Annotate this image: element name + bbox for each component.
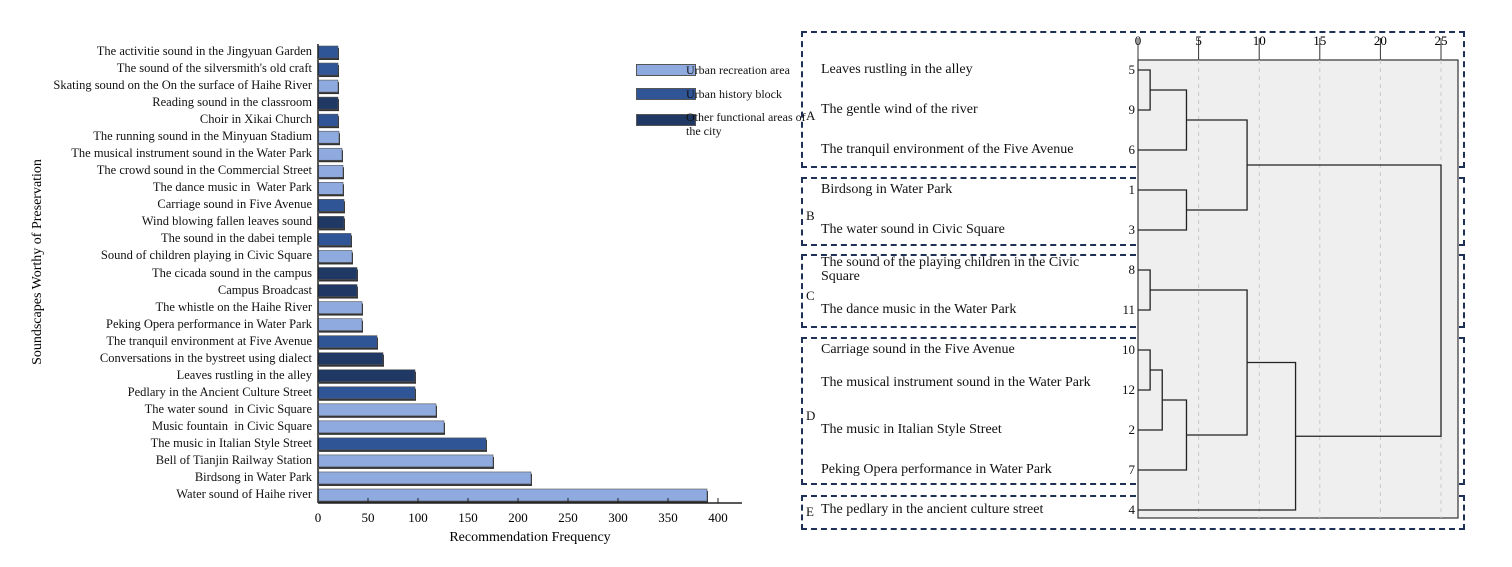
- cluster-box: [801, 31, 1465, 168]
- bar-category-label: The water sound in Civic Square: [144, 401, 312, 416]
- legend-label: Other functional areas of the city: [686, 110, 806, 138]
- leaf-id: 5: [1128, 62, 1136, 77]
- leaf-label: The water sound in Civic Square: [821, 222, 1005, 237]
- x-tick-label: 200: [508, 510, 528, 525]
- leaf-label: The sound of the playing children in the…: [821, 255, 1080, 284]
- x-tick-label: 15: [1313, 33, 1326, 48]
- leaf-label: The musical instrument sound in the Wate…: [821, 375, 1091, 390]
- leaf-id: 8: [1128, 262, 1136, 277]
- leaf-label: The gentle wind of the river: [821, 102, 978, 117]
- plot-area: [1137, 59, 1459, 519]
- bar-category-label: The sound in the dabei temple: [160, 231, 312, 246]
- x-tick-label: 400: [708, 510, 728, 525]
- x-tick-label: 10: [1253, 33, 1266, 48]
- x-axis-title: Recommendation Frequency: [449, 530, 610, 545]
- bar-category-label: The musical instrument sound in the Wate…: [71, 146, 312, 161]
- x-tick-label: 20: [1374, 33, 1387, 48]
- bar-category-label: Birdsong in Water Park: [194, 469, 312, 484]
- leaf-label: The pedlary in the ancient culture stree…: [821, 502, 1044, 517]
- leaf-label: Leaves rustling in the alley: [821, 62, 973, 77]
- bar-category-label: The sound of the silversmith's old craft: [116, 61, 312, 76]
- cluster-box: [801, 177, 1465, 246]
- bar-category-label: The running sound in the Minyuan Stadium: [93, 129, 312, 144]
- cluster-letter: B: [806, 208, 815, 223]
- leaf-id: 9: [1128, 102, 1136, 117]
- x-tick-label: 5: [1195, 33, 1202, 48]
- bar-category-label: Choir in Xikai Church: [199, 112, 312, 127]
- leaf-id: 7: [1128, 462, 1136, 477]
- x-tick-label: 150: [458, 510, 478, 525]
- leaf-id: 12: [1122, 382, 1135, 397]
- cluster-box: [801, 495, 1465, 530]
- bar-category-label: Leaves rustling in the alley: [176, 367, 312, 382]
- bar-category-label: Conversations in the bystreet using dial…: [99, 350, 312, 365]
- bar-category-label: Reading sound in the classroom: [152, 95, 312, 110]
- leaf-id: 3: [1128, 222, 1136, 237]
- bar-category-label: The crowd sound in the Commercial Street: [96, 163, 312, 178]
- x-tick-label: 25: [1435, 33, 1448, 48]
- bar-category-label: Carriage sound in Five Avenue: [157, 197, 312, 212]
- legend-swatch: [636, 64, 696, 76]
- leaf-label: The tranquil environment of the Five Ave…: [821, 142, 1074, 157]
- y-axis-title: Soundscapes Worthy of Preservation: [30, 159, 45, 365]
- bar-category-label: Bell of Tianjin Railway Station: [155, 452, 312, 467]
- dendrogram-link: [1247, 164, 1442, 437]
- bar-category-label: Pedlary in the Ancient Culture Street: [127, 384, 312, 399]
- x-tick-label: 300: [608, 510, 628, 525]
- bar-category-label: Campus Broadcast: [217, 282, 312, 297]
- leaf-label: Carriage sound in the Five Avenue: [821, 342, 1015, 357]
- legend-swatch: [636, 88, 696, 100]
- x-tick-label: 100: [408, 510, 428, 525]
- leaf-id: 10: [1122, 342, 1135, 357]
- leaf-id: 6: [1128, 142, 1136, 157]
- bar-category-label: The tranquil environment at Five Avenue: [106, 333, 312, 348]
- bar-category-label: The music in Italian Style Street: [150, 435, 312, 450]
- bar-category-label: Wind blowing fallen leaves sound: [141, 214, 312, 229]
- leaf-label: Birdsong in Water Park: [821, 182, 953, 197]
- bar-category-label: Water sound of Haihe river: [176, 487, 312, 501]
- leaf-label: The dance music in the Water Park: [821, 302, 1017, 317]
- cluster-letter: D: [806, 408, 816, 423]
- bar-category-label: The activitie sound in the Jingyuan Gard…: [96, 44, 312, 58]
- x-tick-label: 350: [658, 510, 678, 525]
- bar-category-label: The cicada sound in the campus: [151, 265, 312, 280]
- bar-category-label: Sound of children playing in Civic Squar…: [100, 248, 312, 263]
- legend-label: Urban recreation area: [686, 63, 790, 77]
- bar-category-label: The whistle on the Haihe River: [155, 299, 312, 314]
- bar-category-label: Music fountain in Civic Square: [151, 418, 312, 433]
- cluster-letter: C: [806, 288, 815, 303]
- legend-label: Urban history block: [686, 87, 782, 101]
- leaf-id: 11: [1122, 302, 1135, 317]
- bar-category-label: The dance music in Water Park: [152, 180, 312, 195]
- legend-swatch: [636, 114, 696, 126]
- cluster-box: [801, 254, 1465, 328]
- leaf-label: Peking Opera performance in Water Park: [821, 462, 1052, 477]
- x-tick-label: 50: [362, 510, 375, 525]
- bar-category-label: Skating sound on the On the surface of H…: [53, 78, 312, 93]
- x-tick-label: 0: [315, 510, 322, 525]
- x-tick-label: 250: [558, 510, 578, 525]
- leaf-id: 2: [1128, 422, 1136, 437]
- cluster-letter: A: [806, 108, 816, 123]
- leaf-label: The music in Italian Style Street: [821, 422, 1002, 437]
- cluster-box: [801, 337, 1465, 485]
- cluster-letter: E: [806, 504, 814, 519]
- x-tick-label: 0: [1135, 33, 1142, 48]
- bar-category-label: Peking Opera performance in Water Park: [106, 316, 312, 331]
- leaf-id: 4: [1128, 502, 1136, 517]
- leaf-id: 1: [1128, 182, 1136, 197]
